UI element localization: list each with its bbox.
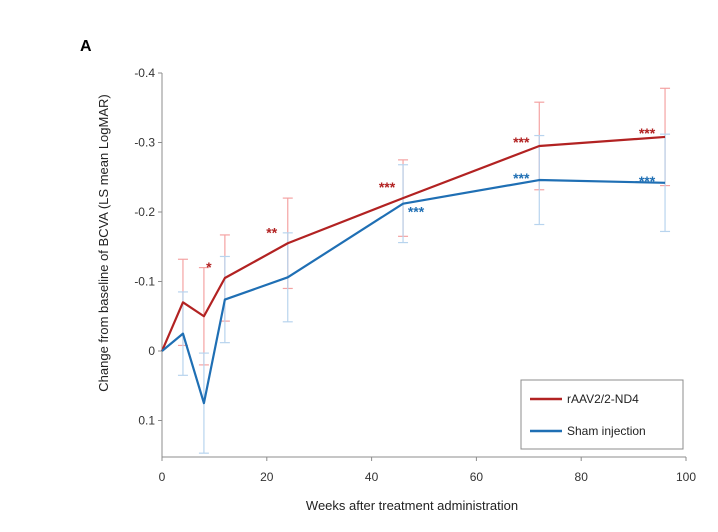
significance-marker: ** xyxy=(266,224,277,240)
significance-marker: * xyxy=(206,259,212,275)
series-lines xyxy=(160,135,666,405)
legend: rAAV2/2-ND4 Sham injection xyxy=(520,379,684,450)
series-line xyxy=(161,178,666,405)
significance-marker: *** xyxy=(408,204,425,220)
significance-marker: *** xyxy=(513,170,530,186)
x-tick-label: 40 xyxy=(365,470,379,484)
y-tick-label: -0.1 xyxy=(134,275,155,289)
y-tick-label: -0.2 xyxy=(134,205,155,219)
significance-marker: *** xyxy=(513,134,530,150)
significance-markers: ****************** *** xyxy=(206,125,656,275)
significance-marker: *** xyxy=(639,173,656,189)
x-tick-label: 80 xyxy=(575,470,589,484)
significance-marker: *** xyxy=(379,179,396,195)
x-tick-label: 60 xyxy=(470,470,484,484)
axes: -0.4 -0.3 -0.2 -0.1 0 0.1 0 20 40 60 80 100 xyxy=(134,66,696,484)
x-axis-title: Weeks after treatment administration xyxy=(306,498,518,513)
x-tick-label: 100 xyxy=(676,470,696,484)
series-line xyxy=(160,135,666,352)
y-tick-label: 0.1 xyxy=(138,414,155,428)
y-tick-label: -0.3 xyxy=(134,136,155,150)
legend-label-raav: rAAV2/2-ND4 xyxy=(567,392,639,406)
legend-label-sham: Sham injection xyxy=(567,424,646,438)
x-tick-label: 0 xyxy=(159,470,166,484)
y-axis-title: Change from baseline of BCVA (LS mean Lo… xyxy=(96,94,111,391)
y-tick-label: 0 xyxy=(148,344,155,358)
legend-box xyxy=(520,379,684,450)
panel-label: A xyxy=(80,38,92,55)
y-tick-label: -0.4 xyxy=(134,66,155,80)
x-tick-label: 20 xyxy=(260,470,274,484)
significance-marker: *** xyxy=(639,125,656,141)
